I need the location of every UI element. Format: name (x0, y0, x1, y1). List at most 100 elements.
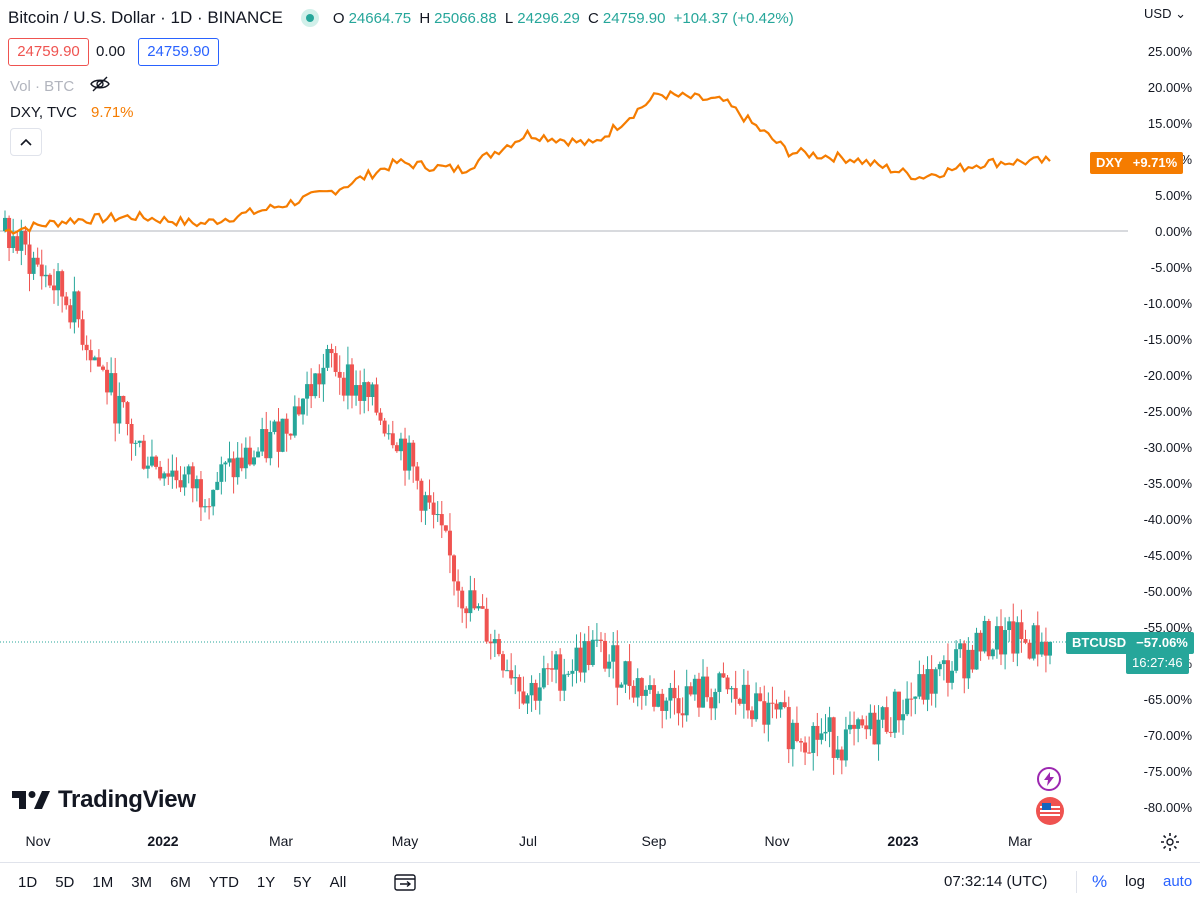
candle-up (137, 440, 142, 443)
low-value: 24296.29 (517, 9, 580, 27)
x-tick-label: 2022 (147, 833, 179, 849)
volume-label[interactable]: Vol · BTC (10, 77, 75, 95)
btc-price-badge: BTCUSD −57.06% (1066, 632, 1194, 654)
candle-down (190, 466, 195, 489)
symbol-title[interactable]: Bitcoin / U.S. Dollar · 1D · BINANCE (8, 8, 283, 27)
candle-down (733, 688, 738, 699)
timeframe-3m[interactable]: 3M (131, 873, 153, 891)
timeframe-1d[interactable]: 1D (18, 873, 38, 891)
candle-up (235, 457, 240, 478)
candle-down (154, 456, 159, 467)
candle-down (452, 555, 457, 582)
candle-down (125, 402, 130, 425)
date-range-icon[interactable] (394, 873, 416, 891)
currency-label: USD (1144, 6, 1172, 21)
y-tick-label: -15.00% (1144, 332, 1193, 347)
candle-up (109, 373, 114, 393)
auto-scale-toggle[interactable]: auto (1163, 873, 1193, 890)
candle-up (505, 670, 510, 672)
candle-down (96, 357, 101, 367)
collapse-legend-button[interactable] (10, 128, 42, 156)
y-tick-label: -5.00% (1151, 260, 1193, 275)
timeframe-5y[interactable]: 5Y (293, 873, 312, 891)
candle-up (468, 590, 473, 614)
candle-down (51, 285, 56, 291)
candle-down (1027, 642, 1032, 659)
compare-legend: DXY, TVC 9.71% (10, 104, 134, 121)
candle-down (786, 707, 791, 750)
candle-up (950, 670, 955, 683)
candle-up (182, 474, 187, 488)
candle-up (990, 649, 995, 657)
utc-clock[interactable]: 07:32:14 (UTC) (944, 873, 1048, 890)
candle-up (643, 689, 648, 696)
candle-up (941, 660, 946, 665)
candle-up (194, 479, 199, 489)
timeframe-6m[interactable]: 6M (170, 873, 191, 891)
compare-symbol[interactable]: DXY, TVC (10, 104, 77, 121)
candle-up (905, 698, 910, 715)
candle-down (129, 424, 134, 444)
timeframe-1m[interactable]: 1M (92, 873, 114, 891)
candle-down (309, 384, 314, 397)
candle-up (435, 514, 440, 516)
candle-up (811, 725, 816, 753)
market-status-icon[interactable] (300, 9, 319, 27)
candle-down (672, 687, 677, 699)
percent-scale-toggle[interactable]: % (1092, 872, 1108, 891)
sell-button[interactable]: 24759.90 (8, 38, 89, 66)
y-tick-label: -45.00% (1144, 548, 1193, 563)
candle-up (692, 678, 697, 695)
timeframe-ytd[interactable]: YTD (208, 873, 239, 891)
candle-up (243, 447, 248, 469)
candle-up (525, 695, 530, 704)
settings-icon[interactable] (1160, 832, 1180, 857)
candle-up (529, 682, 534, 696)
timeframe-1y[interactable]: 1Y (256, 873, 276, 891)
candle-down (60, 271, 65, 297)
dxy-badge-value: +9.71% (1132, 155, 1178, 170)
log-scale-toggle[interactable]: log (1125, 873, 1146, 890)
timeframe-all[interactable]: All (329, 873, 347, 891)
candle-down (774, 703, 779, 710)
candle-up (925, 669, 930, 700)
candle-down (1011, 621, 1016, 654)
timeframe-5d[interactable]: 5D (55, 873, 75, 891)
eye-hidden-icon[interactable] (90, 76, 111, 96)
candle-down (415, 466, 420, 481)
candle-up (211, 489, 216, 507)
candle-up (423, 495, 428, 511)
candle-down (337, 371, 342, 378)
candle-down (758, 693, 763, 702)
tradingview-logo[interactable]: TradingView (12, 786, 196, 814)
buy-button[interactable]: 24759.90 (138, 38, 219, 66)
candle-up (819, 733, 824, 740)
high-label: H (419, 9, 431, 27)
candle-up (958, 643, 963, 650)
candle-up (1015, 622, 1020, 654)
y-tick-label: -40.00% (1144, 512, 1193, 527)
main-legend: Bitcoin / U.S. Dollar · 1D · BINANCE O 24… (8, 8, 798, 28)
candle-down (639, 678, 644, 696)
currency-menu[interactable]: USD ⌄ (1144, 6, 1186, 22)
candle-down (484, 608, 489, 642)
chart-canvas[interactable]: 25.00%20.00%15.00%10.00%5.00%0.00%-5.00%… (0, 0, 1200, 862)
y-tick-label: -30.00% (1144, 440, 1193, 455)
candle-down (174, 470, 179, 481)
candle-down (558, 654, 563, 691)
candle-down (652, 685, 657, 707)
us-flag-event-icon[interactable] (1036, 797, 1064, 825)
candle-down (333, 353, 338, 372)
candle-up (362, 382, 367, 401)
candle-down (158, 466, 163, 479)
candle-up (856, 719, 861, 729)
candle-down (745, 684, 750, 711)
candle-up (607, 661, 612, 669)
candle-down (231, 458, 236, 478)
candle-up (162, 473, 167, 479)
y-tick-label: -20.00% (1144, 368, 1193, 383)
lightning-event-icon[interactable] (1037, 767, 1061, 791)
candle-up (562, 674, 567, 691)
compare-value: 9.71% (90, 104, 134, 121)
candle-down (472, 590, 477, 609)
